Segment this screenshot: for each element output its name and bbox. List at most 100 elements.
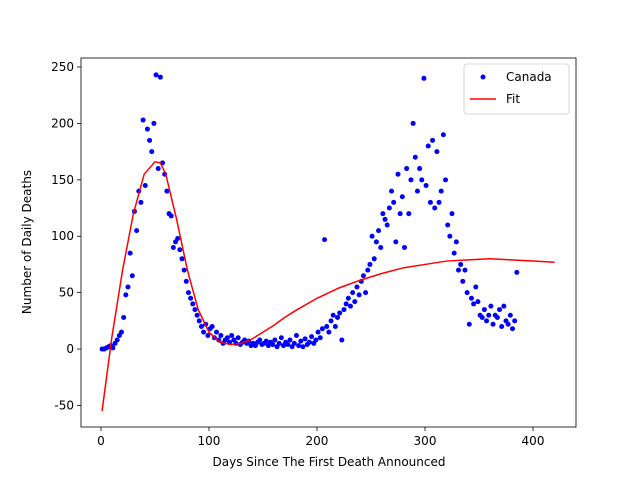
y-tick-label: 0 xyxy=(66,342,74,356)
data-point xyxy=(337,310,343,316)
data-point xyxy=(330,312,336,318)
data-point xyxy=(507,312,513,318)
data-point xyxy=(363,290,369,296)
data-point xyxy=(110,345,116,351)
data-point xyxy=(179,256,185,262)
data-point xyxy=(514,269,520,275)
data-point xyxy=(121,314,127,320)
data-point xyxy=(319,326,325,332)
data-point xyxy=(423,182,429,188)
data-point xyxy=(278,335,284,341)
data-point xyxy=(412,154,418,160)
data-point xyxy=(497,307,503,313)
data-point xyxy=(343,301,349,307)
data-point xyxy=(427,199,433,205)
y-tick-label: -50 xyxy=(54,398,74,412)
data-point xyxy=(147,137,153,143)
data-point xyxy=(157,74,163,80)
data-point xyxy=(190,301,196,307)
data-point xyxy=(144,126,150,132)
data-point xyxy=(464,290,470,296)
data-point xyxy=(328,318,334,324)
data-point xyxy=(471,301,477,307)
data-point xyxy=(373,239,379,245)
data-point xyxy=(475,299,481,305)
data-point xyxy=(490,321,496,327)
data-point xyxy=(341,307,347,313)
data-point xyxy=(272,337,278,343)
data-point xyxy=(170,245,176,251)
y-tick-label: 50 xyxy=(59,286,74,300)
data-point xyxy=(425,143,431,149)
x-tick-label: 400 xyxy=(522,434,545,448)
legend: Canada Fit xyxy=(463,63,570,115)
data-point xyxy=(369,233,375,239)
data-point xyxy=(417,166,423,172)
data-point xyxy=(466,321,472,327)
data-point xyxy=(453,239,459,245)
data-point xyxy=(438,188,444,194)
data-point xyxy=(365,267,371,273)
data-point xyxy=(408,177,414,183)
data-point xyxy=(164,188,170,194)
data-point xyxy=(285,342,291,348)
data-point xyxy=(512,318,518,324)
data-point xyxy=(460,278,466,284)
data-point xyxy=(451,250,457,256)
data-point xyxy=(462,267,468,273)
data-point xyxy=(291,340,297,346)
data-point xyxy=(138,199,144,205)
data-point xyxy=(263,338,269,344)
data-point xyxy=(440,132,446,138)
data-point xyxy=(168,213,174,219)
data-point xyxy=(309,334,315,340)
data-point xyxy=(317,335,323,341)
data-point xyxy=(175,235,181,241)
data-point xyxy=(447,233,453,239)
data-point xyxy=(352,299,358,305)
data-point xyxy=(380,211,386,217)
data-point xyxy=(494,314,500,320)
data-point xyxy=(185,290,191,296)
data-point xyxy=(430,137,436,143)
x-tick-label: 100 xyxy=(198,434,221,448)
data-point xyxy=(332,323,338,329)
data-point xyxy=(196,318,202,324)
data-point xyxy=(443,177,449,183)
data-point xyxy=(298,338,304,344)
data-point xyxy=(499,323,505,329)
data-point xyxy=(114,337,120,343)
axes-frame xyxy=(80,57,577,428)
x-tick-label: 200 xyxy=(306,434,329,448)
x-axis-label: Days Since The First Death Announced xyxy=(213,455,446,469)
y-tick-label: 150 xyxy=(51,173,74,187)
data-point xyxy=(151,120,157,126)
data-point xyxy=(201,329,207,335)
data-point xyxy=(235,335,241,341)
data-point xyxy=(509,326,515,332)
data-point xyxy=(153,72,159,78)
data-point xyxy=(209,323,215,329)
legend-label: Fit xyxy=(506,92,520,106)
data-point xyxy=(296,343,302,349)
legend-marker xyxy=(480,74,486,80)
data-point xyxy=(389,188,395,194)
data-point xyxy=(339,337,345,343)
data-point xyxy=(313,337,319,343)
plot-area xyxy=(99,72,555,412)
data-point xyxy=(401,245,407,251)
fit-line xyxy=(101,160,555,412)
data-point xyxy=(140,117,146,123)
y-tick-label: 250 xyxy=(51,60,74,74)
data-point xyxy=(455,267,461,273)
data-point xyxy=(486,312,492,318)
x-tick-label: 0 xyxy=(97,434,105,448)
data-point xyxy=(345,295,351,301)
data-point xyxy=(214,329,220,335)
data-point xyxy=(276,340,282,346)
data-point xyxy=(505,321,511,327)
data-point xyxy=(306,339,312,345)
data-point xyxy=(287,337,293,343)
data-point xyxy=(360,273,366,279)
data-point xyxy=(218,333,224,339)
